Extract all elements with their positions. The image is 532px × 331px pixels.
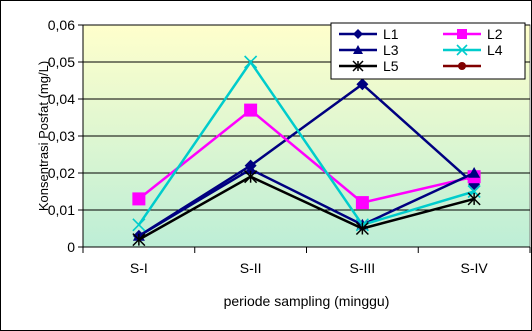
- y-axis-title: Konsentrasi Posfat (mg/L): [36, 61, 51, 211]
- legend-label: L5: [383, 58, 399, 74]
- legend-item: L2: [443, 26, 503, 42]
- marker: [458, 62, 466, 70]
- series-line: [137, 59, 475, 227]
- marker: [353, 29, 363, 39]
- legend-item: L5: [339, 58, 399, 74]
- marker: [132, 192, 146, 206]
- marker: [132, 233, 146, 247]
- marker-stroke: [244, 55, 258, 69]
- legend-label: L1: [383, 26, 399, 42]
- series-l5: [132, 170, 481, 247]
- marker: [456, 44, 468, 56]
- legend-item: L4: [443, 42, 503, 58]
- marker: [244, 103, 258, 117]
- legend-item: L3: [339, 42, 399, 58]
- axes: 0 0,01 0,02 0,03 0,04 0,05 0,06 S-I S-II S-III S-I…: [48, 17, 531, 276]
- y-tick-label: 0: [67, 239, 75, 255]
- y-tick-label: 0,06: [48, 17, 75, 33]
- x-axis-title: periode sampling (minggu): [224, 293, 390, 309]
- legend-item: [443, 62, 481, 70]
- marker: [244, 163, 257, 175]
- legend-item: L1: [339, 26, 399, 42]
- x-tick-label: S-II: [240, 260, 262, 276]
- legend-label: L2: [487, 26, 503, 42]
- series-l1: [132, 78, 481, 242]
- marker: [467, 192, 481, 206]
- marker: [352, 60, 364, 72]
- marker: [353, 45, 363, 54]
- series-line: [138, 82, 475, 237]
- marker-stroke: [132, 218, 146, 232]
- legend-label: L3: [383, 42, 399, 58]
- x-tick-label: S-III: [350, 260, 376, 276]
- marker: [468, 167, 481, 178]
- marker-stroke: [456, 44, 468, 56]
- y-tick-label: 0,03: [48, 128, 75, 144]
- series-group: [132, 55, 481, 247]
- y-tick-label: 0,02: [48, 165, 75, 181]
- y-tick-label: 0,01: [48, 202, 75, 218]
- x-tick-label: S-IV: [461, 260, 489, 276]
- marker: [244, 170, 258, 184]
- y-tick-label: 0,05: [48, 54, 75, 70]
- legend: L1 L2 L3 L4 L5: [330, 22, 526, 80]
- marker: [457, 29, 467, 39]
- marker: [356, 78, 369, 91]
- y-tick-label: 0,04: [48, 91, 75, 107]
- legend-label: L4: [487, 42, 503, 58]
- series-line: [138, 108, 475, 204]
- series-line: [138, 175, 475, 241]
- marker: [355, 196, 369, 210]
- series-line: [138, 167, 475, 237]
- marker: [244, 55, 258, 69]
- marker: [132, 218, 146, 232]
- x-tick-label: S-I: [130, 260, 148, 276]
- marker: [355, 221, 369, 236]
